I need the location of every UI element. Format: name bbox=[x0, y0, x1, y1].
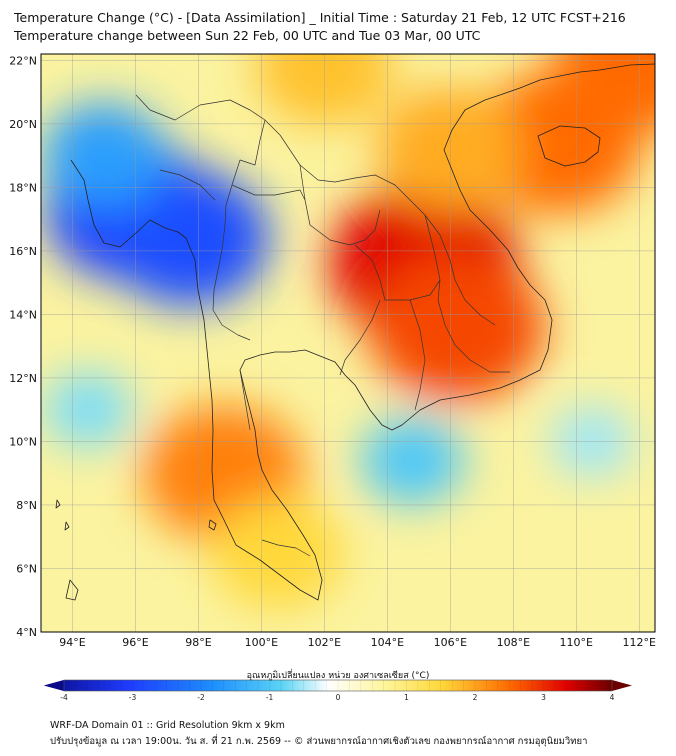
x-tick-label: 112°E bbox=[623, 636, 656, 649]
colorbar-tick-label: 4 bbox=[610, 693, 615, 702]
border-line-c bbox=[299, 164, 381, 246]
y-tick-label: 18°N bbox=[9, 181, 37, 194]
colorbar-tick-label: 3 bbox=[541, 693, 546, 702]
x-tick-label: 94°E bbox=[59, 636, 85, 649]
island-c bbox=[55, 499, 61, 509]
anomaly-cold-andaman-north bbox=[41, 102, 167, 209]
colorbar-tick-label: 2 bbox=[473, 693, 478, 702]
anomaly-cool-andaman-sea bbox=[43, 371, 133, 448]
y-tick-label: 8°N bbox=[16, 499, 37, 512]
border-line-j bbox=[261, 539, 311, 557]
footer-update-info: ปรับปรุงข้อมูล ณ เวลา 19:00น. วัน ส. ที่… bbox=[50, 736, 588, 747]
map-field bbox=[41, 54, 655, 632]
y-tick-label: 4°N bbox=[16, 626, 37, 639]
anomaly-blobs bbox=[41, 54, 655, 609]
y-tick-label: 22°N bbox=[9, 54, 37, 67]
y-tick-label: 14°N bbox=[9, 308, 37, 321]
island-b bbox=[208, 519, 217, 531]
anomaly-cool-gulf-of-thailand bbox=[360, 416, 465, 505]
border-line-b bbox=[212, 159, 251, 341]
anomaly-warm-cambodia-south bbox=[369, 253, 545, 402]
colorbar-steps bbox=[75, 680, 601, 691]
x-tick-label: 102°E bbox=[308, 636, 341, 649]
colorbar-min-arrow bbox=[44, 680, 64, 691]
y-tick-label: 10°N bbox=[9, 435, 37, 448]
x-tick-label: 110°E bbox=[560, 636, 593, 649]
colorbar: -4 -3 -2 -1 0 1 2 3 4 bbox=[44, 679, 632, 702]
border-line-g bbox=[239, 119, 266, 166]
x-tick-label: 104°E bbox=[371, 636, 404, 649]
y-tick-label: 20°N bbox=[9, 118, 37, 131]
border-line-a bbox=[135, 94, 510, 373]
x-tick-label: 106°E bbox=[434, 636, 467, 649]
colorbar-tick-label: 0 bbox=[336, 693, 341, 702]
colorbar-title: อุณหภูมิเปลี่ยนแปลง หน่วย องศาเซลเซียส (… bbox=[246, 671, 430, 681]
anomaly-warm-ne-corner bbox=[555, 54, 655, 132]
border-line-i bbox=[239, 369, 251, 431]
colorbar-ticks: -4 -3 -2 -1 0 1 2 3 4 bbox=[60, 693, 614, 702]
border-line-e bbox=[339, 299, 381, 376]
y-tick-label: 6°N bbox=[16, 562, 37, 575]
island-d bbox=[64, 521, 70, 531]
country-borders bbox=[135, 94, 510, 557]
chart-subtitle: Temperature change between Sun 22 Feb, 0… bbox=[14, 28, 481, 43]
colorbar-tick-label: -1 bbox=[266, 693, 274, 702]
border-line-f bbox=[409, 299, 426, 411]
colorbar-tick-label: -4 bbox=[60, 693, 68, 702]
x-tick-label: 98°E bbox=[185, 636, 211, 649]
chart-title: Temperature Change (°C) - [Data Assimila… bbox=[14, 10, 626, 25]
border-line-h bbox=[231, 184, 306, 201]
y-tick-label: 12°N bbox=[9, 372, 37, 385]
map-frame bbox=[40, 53, 656, 633]
x-tick-label: 96°E bbox=[122, 636, 148, 649]
colorbar-tick-label: -2 bbox=[197, 693, 205, 702]
y-axis-ticks: 22°N 20°N 18°N 16°N 14°N 12°N 10°N 8°N 6°N 4°N bbox=[9, 54, 37, 639]
island-a bbox=[65, 579, 79, 601]
colorbar-fill bbox=[44, 680, 612, 691]
footer-model-info: WRF-DA Domain 01 :: Grid Resolution 9km … bbox=[50, 720, 285, 731]
border-line-k bbox=[424, 214, 496, 326]
border-line-d bbox=[354, 244, 441, 301]
anomaly-cold-myanmar-east bbox=[108, 170, 270, 307]
colorbar-max-arrow bbox=[612, 680, 632, 691]
coastline-hainan bbox=[537, 125, 601, 167]
x-axis-ticks: 94°E 96°E 98°E 100°E 102°E 104°E 106°E 108°E 110… bbox=[59, 636, 656, 649]
anomaly-warm-malay-peninsula bbox=[211, 496, 344, 609]
colorbar-tick-label: -3 bbox=[129, 693, 137, 702]
x-tick-label: 100°E bbox=[245, 636, 278, 649]
colorbar-outline bbox=[63, 679, 613, 692]
colorbar-tick-label: 1 bbox=[404, 693, 409, 702]
border-line-l bbox=[159, 169, 216, 201]
coastline-main bbox=[70, 63, 655, 601]
x-tick-label: 108°E bbox=[497, 636, 530, 649]
y-tick-label: 16°N bbox=[9, 245, 37, 258]
coastlines bbox=[55, 63, 655, 601]
